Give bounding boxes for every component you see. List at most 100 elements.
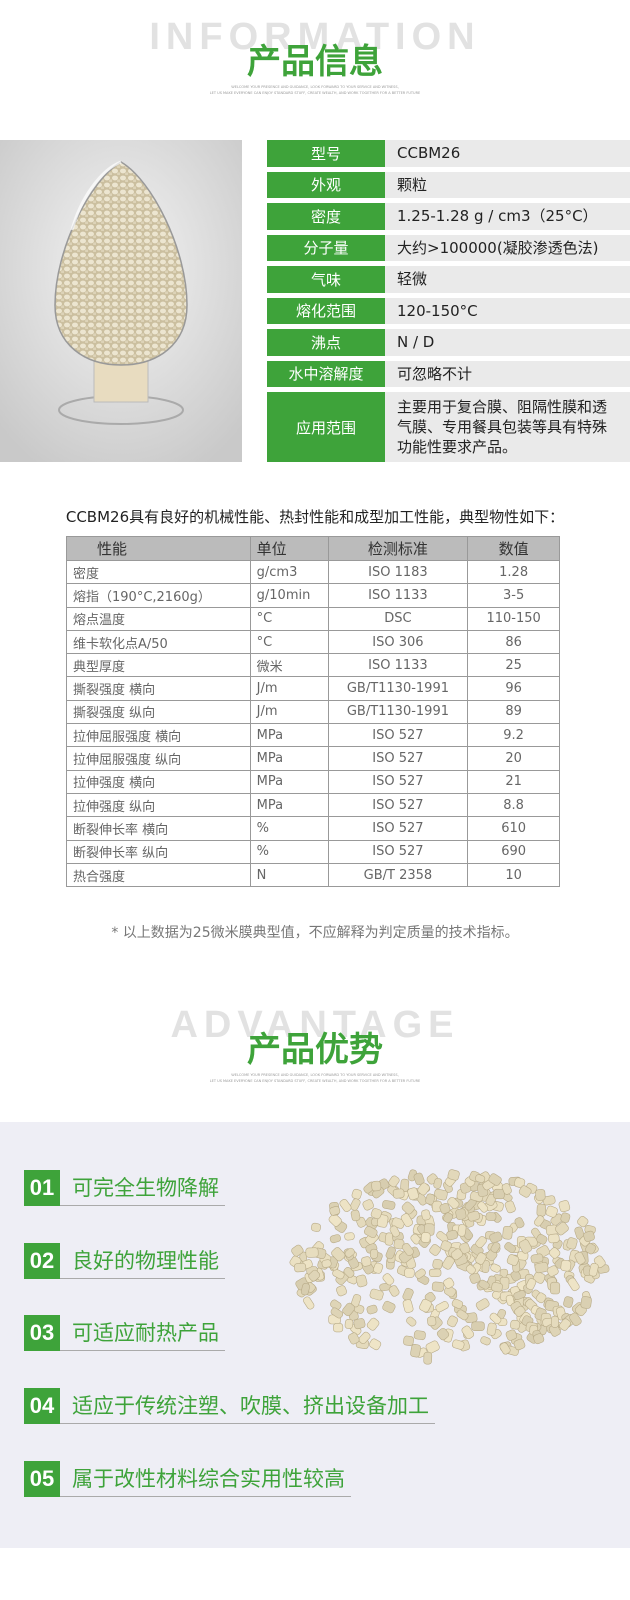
intro: CCBM26具有良好的机械性能、热封性能和成型加工性能，典型物性如下： (65, 508, 565, 526)
pellet (477, 1201, 489, 1213)
pellet (548, 1247, 561, 1259)
column-header: 检测标准 (327, 536, 469, 561)
pellet (525, 1278, 537, 1290)
pellet (446, 1229, 459, 1241)
spec-row: 水中溶解度 可忽略不计 (267, 360, 630, 387)
pellet (403, 1335, 414, 1346)
table-cell: 25 (467, 653, 560, 678)
pellet (382, 1200, 396, 1210)
pellet (549, 1281, 561, 1295)
pellet (442, 1256, 455, 1270)
table-cell: 熔点温度 (66, 606, 251, 631)
pellet (425, 1340, 440, 1354)
table-cell: 拉伸强度 横向 (66, 769, 251, 794)
pellet (328, 1213, 342, 1227)
table-cell: ISO 527 (327, 839, 469, 864)
pellet (443, 1212, 454, 1223)
pellet (588, 1262, 599, 1277)
pellet (475, 1252, 487, 1265)
pellet (550, 1315, 559, 1328)
table-cell: 1.28 (467, 559, 560, 585)
flask-stem (93, 359, 149, 403)
spec-label: 分子量 (267, 234, 385, 261)
advantage-number: 04 (24, 1388, 60, 1425)
table-cell: 断裂伸长率 纵向 (66, 839, 251, 864)
property-table: 性能 单位 检测标准 数值 密度 g/cm3 ISO 1183 1.28 熔指（190°C,21… (66, 536, 560, 888)
table-cell: 维卡软化点A/50 (66, 629, 251, 655)
pellet (490, 1241, 501, 1253)
pellet (339, 1198, 352, 1212)
pellet (373, 1262, 384, 1274)
advantage-number: 05 (24, 1460, 60, 1497)
pellet (535, 1189, 546, 1201)
pellet (419, 1298, 432, 1313)
table-cell: g/cm3 (249, 559, 329, 585)
advantage-text: 良好的物理性能 (60, 1246, 225, 1279)
spec-row: 密度 1.25-1.28 g / cm3（25°C） (267, 203, 630, 230)
pellet (369, 1338, 382, 1351)
pellet (332, 1268, 345, 1280)
table-cell: ISO 527 (327, 816, 469, 841)
pellet (481, 1259, 490, 1273)
table-cell: DSC (327, 606, 469, 631)
pellet (429, 1244, 441, 1256)
spec-label: 型号 (267, 140, 385, 167)
table-cell: °C (249, 629, 329, 655)
column-header: 单位 (249, 536, 329, 561)
section-title: 产品优势 (247, 1030, 383, 1070)
spec-label: 应用范围 (267, 392, 385, 462)
pellet (401, 1201, 415, 1215)
pellet (344, 1319, 354, 1329)
table-cell: N (249, 862, 329, 888)
pellet (451, 1339, 465, 1350)
spec-value: 大约>100000(凝胶渗透色法) (385, 234, 630, 261)
table-cell: 密度 (66, 559, 251, 585)
pellet (344, 1232, 355, 1241)
table-cell: 8.8 (467, 792, 560, 818)
watermark: ADVANTAGE (170, 1004, 460, 1046)
spec-row: 型号 CCBM26 (267, 140, 630, 167)
pellet (404, 1267, 415, 1278)
spec-label: 密度 (267, 203, 385, 230)
pellet (413, 1330, 426, 1341)
pellet (308, 1269, 321, 1282)
spec-label: 水中溶解度 (267, 360, 385, 387)
table-cell: MPa (249, 769, 329, 794)
pellet (362, 1199, 374, 1211)
pellet (469, 1272, 481, 1284)
pellet (583, 1230, 595, 1242)
pellet (499, 1342, 511, 1355)
table-cell: 610 (467, 816, 560, 841)
table-row: 密度 g/cm3 ISO 1183 1.28 (66, 559, 560, 585)
subtitle: LET US MAKE EVERYONE CAN ENJOY STANDARD … (209, 1079, 421, 1083)
table-cell: 96 (467, 676, 560, 701)
pellet (542, 1195, 556, 1206)
advantage-item: 01 可完全生物降解 (24, 1170, 225, 1206)
pellet (478, 1279, 490, 1290)
pellet (545, 1205, 558, 1218)
pellet (425, 1193, 436, 1205)
pellet (388, 1175, 400, 1188)
pellet (486, 1322, 497, 1336)
advantage-number: 02 (24, 1242, 60, 1279)
pellet-photo (289, 1169, 610, 1365)
table-cell: °C (249, 606, 329, 631)
pellet (369, 1288, 384, 1301)
table-cell: 89 (467, 699, 560, 725)
pellet (558, 1200, 571, 1213)
spec-table: 型号 CCBM26 外观 颗粒 密度 1.25-1.28 g / cm3（25°C） 分子量… (267, 140, 630, 462)
table-cell: 撕裂强度 横向 (66, 676, 251, 701)
pellet (436, 1231, 449, 1243)
spec-value: 颗粒 (385, 171, 630, 198)
table-row: 熔点温度 °C DSC 110-150 (66, 606, 560, 631)
table-cell: MPa (249, 792, 329, 818)
pellet (506, 1254, 520, 1266)
table-cell: 9.2 (467, 723, 560, 748)
pellet (400, 1213, 414, 1228)
table-cell: 10 (467, 862, 560, 888)
table-cell: 微米 (249, 653, 329, 678)
pellet (330, 1307, 344, 1319)
pellet (300, 1283, 310, 1296)
table-row: 拉伸屈服强度 纵向 MPa ISO 527 20 (66, 746, 560, 771)
